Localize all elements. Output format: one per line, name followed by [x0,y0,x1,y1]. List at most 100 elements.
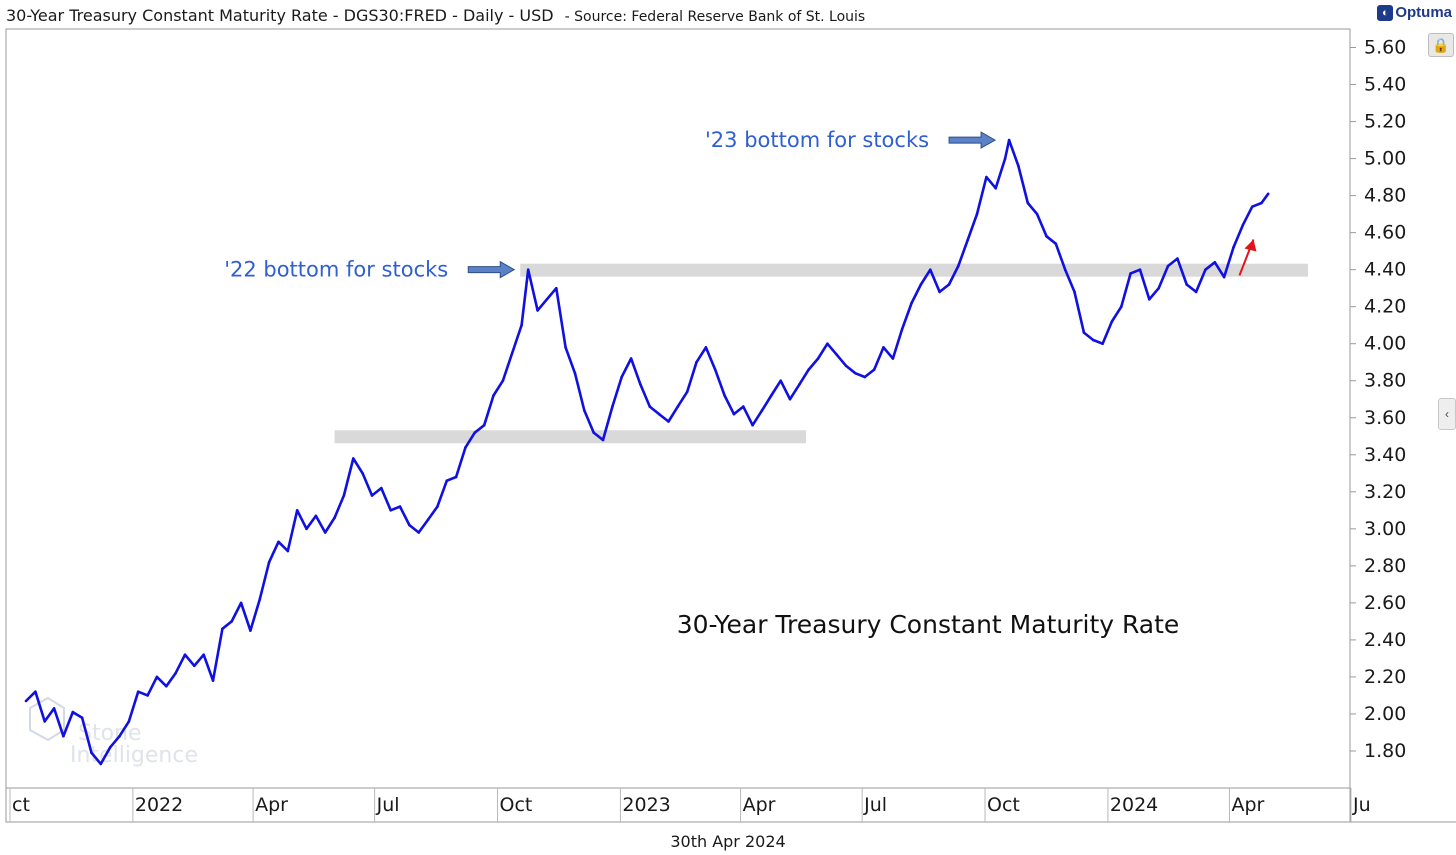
series-line [25,138,1270,766]
data-point [1148,298,1151,301]
x-tick-label: Oct [500,794,533,816]
data-point [1026,201,1030,205]
data-point [445,479,449,483]
data-point [1222,275,1226,279]
data-point [80,716,84,719]
data-point [417,531,421,534]
data-point [464,446,467,449]
x-tick-label: Apr [255,794,288,816]
data-point [398,505,402,508]
data-point [1045,235,1048,238]
data-point [900,327,904,331]
data-point [807,368,810,371]
data-point [676,405,680,408]
data-point [695,360,698,364]
collapse-panel-button[interactable]: ‹ [1438,398,1456,430]
y-tick-label: 2.60 [1364,592,1406,614]
data-point [436,505,439,508]
data-point [1260,201,1263,205]
data-point [230,620,233,623]
data-point [34,690,37,693]
data-point [788,397,792,401]
y-tick-label: 2.00 [1364,703,1406,725]
arrow-right-icon [948,131,997,149]
data-point [1138,268,1142,272]
data-point [174,671,177,675]
data-point [1063,268,1067,272]
annotation-label: '23 bottom for stocks [705,128,929,152]
data-point [704,346,708,349]
data-point [723,394,726,397]
data-point [62,734,65,738]
data-point [1157,286,1160,290]
data-point [657,412,661,416]
data-point [872,368,876,371]
x-tick-label: Ju [1352,794,1371,816]
brand-name: Optuma [1395,4,1452,21]
data-point [370,494,374,497]
data-point [555,286,558,290]
data-point [155,675,159,679]
x-axis: ct 2022 Apr Jul Oct 2023 Apr Jul Oct 2024 Apr Ju [9,788,1371,822]
series-layer [24,138,1270,766]
data-point [1185,283,1188,286]
x-tick-label: 2023 [622,794,670,816]
data-point [1129,272,1132,275]
data-point [221,627,224,631]
data-point [342,494,346,497]
data-point [891,357,895,360]
data-point [882,346,885,349]
data-point [99,762,103,766]
data-point [985,175,988,179]
y-tick-label: 3.60 [1364,407,1406,429]
x-tick-label: Oct [987,794,1020,816]
data-point [380,486,383,490]
data-point [314,514,318,518]
data-point [267,560,271,564]
data-point [127,720,131,723]
data-point [454,475,458,479]
data-point [501,379,505,383]
chevron-left-icon: ‹ [1445,407,1449,421]
lock-button[interactable]: 🔒 [1428,33,1454,57]
data-point [919,283,923,286]
y-tick-label: 5.00 [1364,148,1406,170]
data-point [564,346,567,349]
data-point [1082,331,1086,334]
data-point [751,423,754,427]
data-point [1110,320,1114,323]
data-point [1250,205,1254,208]
data-point [183,653,187,656]
chart-header: 30-Year Treasury Constant Maturity Rate … [6,6,865,25]
data-point [1241,223,1245,227]
data-point [629,357,633,360]
data-point [1003,157,1007,160]
data-point [520,323,523,327]
data-point [844,364,848,368]
data-point [1035,212,1039,216]
data-point [202,653,205,656]
x-tick-label: Jul [863,794,887,816]
data-point [239,601,243,605]
data-point [648,405,652,408]
data-point [295,509,299,512]
data-point [165,684,168,688]
data-point [108,746,112,749]
y-tick-label: 4.60 [1364,222,1406,244]
data-point [667,420,670,423]
data-point [258,597,262,601]
x-tick-label: Apr [1231,794,1264,816]
annotation-label: '22 bottom for stocks [224,258,448,282]
data-point [193,664,196,668]
data-point [1232,246,1235,249]
series-title: 30-Year Treasury Constant Maturity Rate … [6,6,554,25]
data-point [136,690,140,693]
data-point [333,516,336,519]
data-point [1120,305,1123,309]
data-point [249,629,252,632]
plot-border [5,28,1351,823]
data-point [854,372,857,375]
y-tick-label: 3.20 [1364,481,1406,503]
